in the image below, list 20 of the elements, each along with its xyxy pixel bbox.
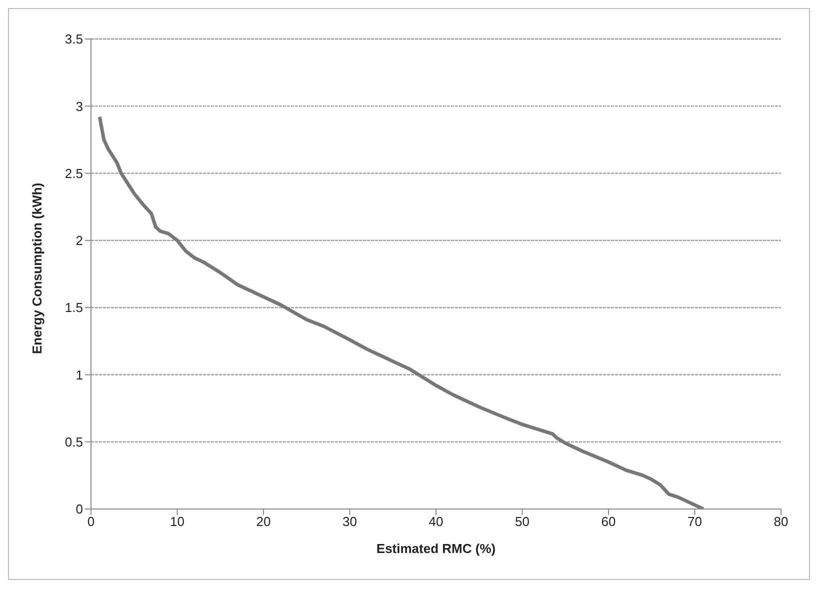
y-tick-label: 0.5 xyxy=(64,434,83,450)
x-tick-label: 50 xyxy=(515,514,530,530)
y-tick-label: 0 xyxy=(76,502,83,517)
y-tick-label: 3.5 xyxy=(64,32,83,47)
x-tick-label: 80 xyxy=(774,514,788,530)
x-tick-label: 20 xyxy=(256,514,271,530)
line-series xyxy=(98,115,706,509)
x-tick-label: 30 xyxy=(342,514,357,530)
y-axis-title: Energy Consumption (kWh) xyxy=(30,182,45,354)
x-tick-label: 70 xyxy=(688,514,702,530)
x-tick-label: 60 xyxy=(601,514,616,530)
x-tick-label: 10 xyxy=(170,514,184,530)
y-tick-label: 1.5 xyxy=(64,300,83,316)
x-axis-title: Estimated RMC (%) xyxy=(376,541,496,556)
x-tick-label: 0 xyxy=(87,514,95,530)
x-tick-label: 40 xyxy=(428,514,444,530)
y-tick-label: 3 xyxy=(76,98,83,114)
y-tick-label: 1 xyxy=(76,367,83,382)
y-tick-label: 2.5 xyxy=(64,166,83,181)
y-tick-label: 2 xyxy=(76,233,83,248)
